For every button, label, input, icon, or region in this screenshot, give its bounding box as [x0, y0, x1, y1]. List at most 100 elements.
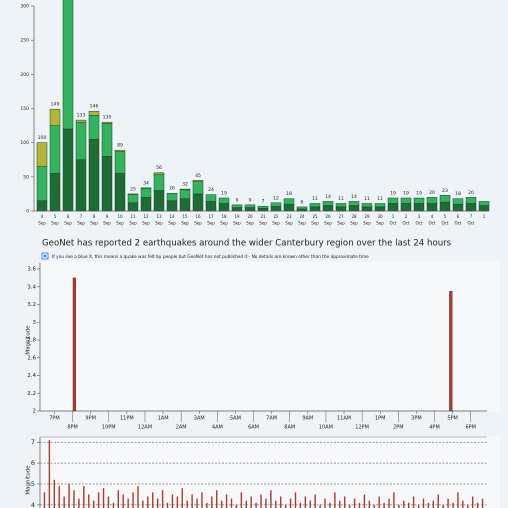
bar-segment — [257, 208, 269, 212]
bar-segment — [153, 173, 165, 191]
bar — [417, 504, 420, 508]
bar — [102, 488, 105, 508]
bar-segment — [101, 123, 113, 157]
y-tick-label: 50 — [23, 174, 29, 180]
x-tick-label: 3 — [418, 214, 421, 219]
x-tick-label: 8AM — [284, 425, 295, 431]
bar-segment — [49, 173, 61, 212]
total-label: 20 — [429, 190, 435, 196]
x-tick-label: Sep — [116, 221, 124, 226]
bar — [270, 490, 272, 508]
bar-segment — [296, 206, 308, 210]
x-tick-label: 2PM — [393, 425, 404, 431]
total-label: 100 — [38, 135, 47, 141]
bar-segment — [75, 159, 87, 212]
bar-segment — [400, 203, 412, 212]
bar — [220, 500, 223, 508]
bar — [299, 502, 302, 508]
bar-segment — [101, 156, 113, 212]
bar-segment — [400, 197, 412, 204]
bar — [58, 486, 60, 508]
x-tick-label: 7 — [80, 214, 83, 219]
x-tick-label: 21 — [260, 214, 266, 219]
y-tick-label: 250 — [20, 38, 29, 44]
bar-segment — [114, 173, 126, 212]
bar — [432, 500, 435, 508]
x-tick-label: Sep — [207, 221, 215, 226]
bar — [275, 500, 277, 508]
bar-segment — [101, 121, 113, 124]
x-tick-label: 28 — [351, 214, 357, 219]
x-tick-label: 2 — [405, 214, 408, 219]
bar — [43, 492, 46, 508]
x-tick-label: 29 — [364, 214, 370, 219]
bar-segment — [374, 206, 386, 212]
bar-segment — [127, 193, 139, 195]
bars-area — [36, 0, 490, 212]
blue-x-icon — [41, 252, 49, 260]
y-tick-label: 2.2 — [27, 391, 36, 397]
total-label: 149 — [51, 102, 60, 108]
x-tick-label: 24 — [299, 214, 305, 219]
bar-segment — [452, 203, 464, 212]
x-tick-label: 11PM — [120, 416, 134, 422]
bar-segment — [49, 125, 61, 174]
x-tick-label: 14 — [169, 214, 175, 219]
bar — [403, 500, 405, 508]
x-tick-label: Oct — [468, 221, 475, 226]
bar-segment — [114, 149, 126, 152]
x-tick-label: Sep — [311, 221, 319, 226]
bar-segment — [218, 197, 230, 204]
bar-segment — [465, 203, 477, 212]
bar-segment — [140, 197, 152, 212]
bar — [383, 502, 385, 508]
x-tick-label: Sep — [259, 221, 267, 226]
total-label: 9 — [249, 197, 252, 203]
x-tick-label: 16 — [195, 214, 201, 219]
total-label: 7 — [262, 199, 265, 205]
bar — [348, 504, 351, 508]
bar — [378, 496, 380, 508]
x-tick-label: 25 — [312, 214, 318, 219]
bar — [48, 440, 51, 508]
bar — [412, 496, 415, 508]
bar-segment — [413, 203, 425, 212]
bar-segment — [322, 201, 334, 206]
total-label: 26 — [169, 186, 175, 192]
bar — [284, 504, 287, 508]
y-axis-label: Magnitude — [26, 325, 32, 355]
x-tick-label: 4PM — [429, 425, 440, 431]
total-label: 19 — [416, 191, 422, 197]
bar — [255, 502, 257, 508]
x-tick-label: Sep — [298, 221, 306, 226]
bar-segment — [75, 121, 87, 160]
bar-segment — [192, 180, 204, 182]
bar — [117, 490, 119, 508]
y-tick-label: 2.8 — [27, 338, 36, 344]
bar-segment — [153, 172, 165, 175]
bar — [161, 490, 164, 508]
bar — [476, 502, 479, 508]
x-tick-label: Oct — [455, 221, 462, 226]
bar — [73, 490, 75, 508]
x-tick-label: 3PM — [411, 416, 422, 422]
x-tick-label: Sep — [233, 221, 241, 226]
bar-segment — [88, 139, 100, 212]
x-tick-label: Sep — [168, 221, 176, 226]
bar-segment — [62, 128, 74, 212]
bar — [422, 498, 425, 508]
total-label: 14 — [325, 194, 331, 200]
x-tick-label: Sep — [363, 221, 371, 226]
x-tick-label: 7AM — [266, 416, 277, 422]
total-label: 56 — [156, 165, 162, 171]
bar-segment — [348, 205, 360, 212]
x-tick-label: 5PM — [447, 416, 458, 422]
bar — [201, 492, 203, 508]
bar — [107, 496, 110, 508]
total-label: 14 — [351, 194, 357, 200]
bar-segment — [257, 205, 269, 209]
x-tick-label: Oct — [390, 221, 397, 226]
bar — [457, 492, 459, 508]
bar-segment — [283, 198, 295, 205]
bar — [152, 492, 154, 508]
